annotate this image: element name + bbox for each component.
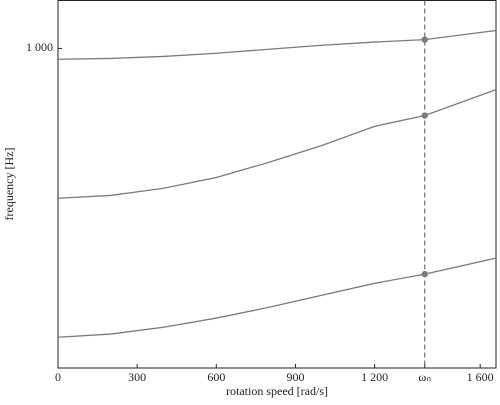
x-tick-label: 0 [55, 370, 61, 384]
x-tick-label: ωₙ [418, 370, 431, 384]
marker [421, 112, 428, 119]
y-tick-label: 1 000 [26, 40, 53, 54]
plot-frame [57, 0, 497, 369]
marker [421, 36, 428, 43]
x-tick-label: 600 [207, 370, 225, 384]
marker [421, 270, 428, 278]
x-tick-label: 1 600 [467, 370, 494, 384]
series-line [57, 88, 497, 199]
series-line [57, 29, 497, 60]
series-line [57, 257, 497, 338]
x-tick-label: 900 [286, 370, 304, 384]
x-tick-label: 300 [128, 370, 146, 384]
x-axis-label: rotation speed [rad/s] [226, 384, 328, 398]
x-tick-label: 1 200 [361, 370, 388, 384]
y-axis-label: frequency [Hz] [2, 148, 16, 221]
